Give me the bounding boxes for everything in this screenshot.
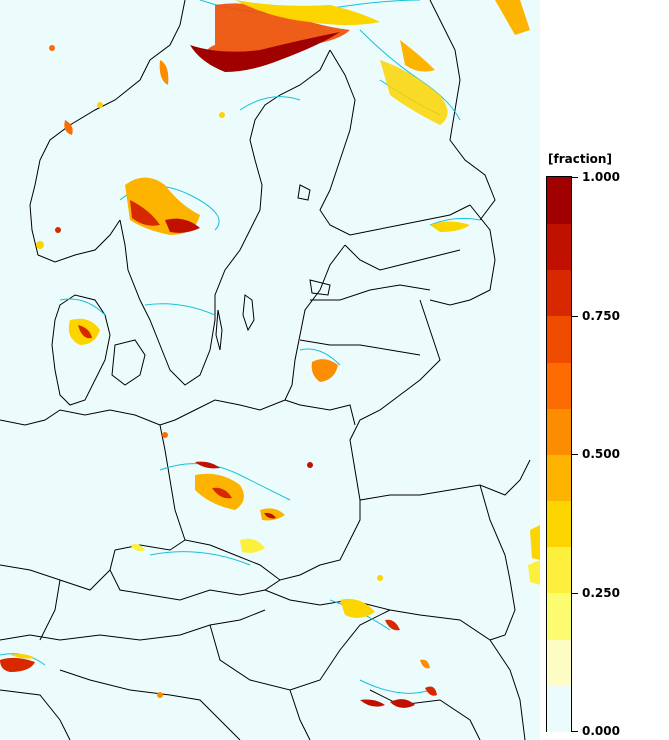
- patch-poland-red2: [212, 487, 232, 499]
- patch-north-yellow: [235, 0, 380, 25]
- denmark-coast: [51, 294, 111, 406]
- latvia-border: [310, 284, 431, 301]
- legend-tick: [572, 592, 578, 594]
- gotland: [242, 294, 255, 332]
- hungary-border: [209, 609, 391, 691]
- patch-denmark-red: [78, 325, 92, 339]
- estonia-coast: [344, 244, 461, 271]
- west-borders: [0, 564, 111, 641]
- legend-label: 0.000: [582, 724, 620, 738]
- patch-norway-mid: [159, 60, 169, 85]
- map-panel[interactable]: [0, 0, 540, 740]
- legend-color-segment: [547, 315, 571, 363]
- patch-tatra-red: [385, 619, 400, 631]
- patch-dot-4: [162, 432, 168, 438]
- patch-finland-e: [495, 0, 530, 35]
- patch-poland-s: [260, 508, 285, 521]
- kaliningrad: [284, 399, 356, 426]
- patch-dot-5: [97, 102, 103, 108]
- patch-carpath-4: [420, 659, 430, 669]
- legend-label: 0.750: [582, 308, 620, 323]
- legend-tick: [572, 315, 578, 317]
- fraction-patches: [0, 0, 540, 708]
- legend-label: 0.250: [582, 585, 620, 600]
- austria-border: [0, 609, 266, 641]
- belarus-border: [349, 299, 531, 501]
- patch-dot-8: [377, 575, 383, 581]
- patch-lapland: [380, 60, 448, 125]
- legend-colorbar: [546, 176, 572, 732]
- patch-poland-c: [240, 538, 265, 553]
- patch-carpath-2: [390, 699, 415, 708]
- patch-north-ridge: [190, 32, 340, 72]
- patch-east-edge2: [528, 560, 540, 585]
- legend-color-segment: [547, 223, 571, 271]
- finland-coast: [319, 49, 471, 236]
- russia-border: [429, 204, 496, 306]
- legend-color-segment: [547, 638, 571, 686]
- legend-color-segment: [547, 454, 571, 501]
- legend-color-segment: [547, 592, 571, 640]
- norway-coast: [29, 0, 186, 263]
- legend-color-segment: [547, 361, 571, 409]
- patch-norway-coast: [64, 120, 73, 135]
- legend-label: 0.500: [582, 447, 620, 461]
- germany-coast: [0, 409, 161, 426]
- patch-carpath-1: [360, 699, 385, 707]
- patch-dot-3: [55, 227, 61, 233]
- patch-dot-7: [307, 462, 313, 468]
- saaremaa: [309, 279, 331, 296]
- lithuania-border: [299, 339, 421, 356]
- patch-lapland-b: [400, 40, 435, 72]
- legend-color-segment: [547, 177, 571, 224]
- legend-color-segment: [547, 407, 571, 455]
- romania-border: [419, 614, 526, 740]
- baltic-coast: [284, 244, 346, 401]
- coastline-layer: [0, 0, 531, 740]
- patch-dot-2: [36, 241, 44, 249]
- patch-s-norway-red: [130, 200, 160, 226]
- legend-label: 1.000: [582, 170, 620, 184]
- legend-color-segment: [547, 684, 571, 732]
- sweden-coast: [119, 49, 331, 386]
- patch-north-mountains: [206, 3, 350, 68]
- patch-alps: [0, 657, 35, 672]
- south-borders: [0, 669, 481, 740]
- legend-tick: [572, 454, 578, 455]
- poland-west-border: [159, 424, 361, 581]
- patch-poland-red: [195, 461, 220, 469]
- patch-dot-9: [157, 692, 163, 698]
- patch-carpath-3: [425, 686, 437, 696]
- patch-tatra: [340, 598, 375, 618]
- patch-poland-s-red: [264, 512, 276, 519]
- legend-color-segment: [547, 546, 571, 594]
- finland-border: [429, 0, 496, 221]
- zealand-coast: [111, 339, 146, 386]
- patch-lithuania: [311, 359, 338, 382]
- patch-poland-e: [130, 544, 145, 552]
- poland-coast: [159, 399, 286, 426]
- legend-tick: [572, 177, 578, 178]
- patch-estonia: [430, 221, 470, 232]
- patch-alps-y: [10, 654, 35, 659]
- patch-dot-1: [49, 45, 55, 51]
- legend-title: [fraction]: [548, 152, 612, 166]
- oland: [215, 309, 223, 351]
- patch-s-norway-red2: [165, 218, 200, 233]
- legend-color-segment: [547, 500, 571, 548]
- patch-east-edge: [530, 525, 540, 560]
- legend-tick: [572, 731, 578, 732]
- aland: [297, 184, 311, 201]
- patch-dot-6: [219, 112, 225, 118]
- czech-border: [109, 539, 281, 601]
- legend-color-segment: [547, 269, 571, 317]
- map-canvas: [0, 0, 540, 740]
- ukraine-border: [479, 484, 516, 641]
